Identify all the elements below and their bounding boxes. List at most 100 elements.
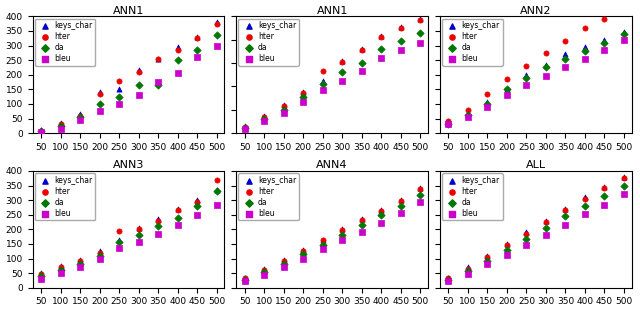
Point [463, 115, 473, 119]
Point [75, 265, 85, 270]
Point [56, 263, 66, 268]
Point [36, 274, 46, 279]
Point [444, 277, 454, 282]
Point [483, 258, 493, 263]
Point [522, 236, 532, 241]
Point [259, 266, 269, 271]
Point [298, 252, 308, 257]
Legend: keys_char, hter, da, bleu: keys_char, hter, da, bleu [35, 173, 95, 220]
Point [541, 225, 551, 230]
Point [134, 227, 144, 232]
Point [483, 100, 493, 105]
Point [619, 30, 629, 35]
Point [317, 247, 328, 252]
Title: ANN4: ANN4 [316, 160, 348, 170]
Title: ANN1: ANN1 [113, 6, 144, 16]
Point [212, 177, 222, 182]
Point [580, 212, 590, 217]
Point [502, 252, 512, 257]
Point [317, 237, 328, 242]
Point [541, 218, 551, 223]
Point [317, 69, 328, 74]
Point [580, 49, 590, 54]
Point [134, 225, 144, 230]
Point [278, 104, 289, 109]
Point [75, 259, 85, 264]
Point [415, 193, 426, 197]
Point [95, 256, 105, 261]
Point [173, 71, 183, 76]
Point [396, 198, 406, 203]
Point [75, 262, 85, 267]
Point [415, 200, 426, 205]
Point [483, 262, 493, 267]
Point [463, 113, 473, 118]
Point [239, 125, 250, 130]
Point [298, 95, 308, 100]
Point [356, 222, 367, 227]
Point [337, 70, 348, 75]
Point [95, 253, 105, 258]
Point [36, 128, 46, 133]
Point [192, 197, 202, 202]
Point [192, 47, 202, 52]
Point [376, 220, 387, 225]
Point [560, 56, 570, 61]
Point [396, 203, 406, 208]
Point [114, 94, 124, 99]
Point [36, 129, 46, 134]
Point [298, 247, 308, 252]
Point [376, 34, 387, 39]
Point [415, 186, 426, 191]
Point [36, 271, 46, 275]
Point [580, 45, 590, 50]
Point [580, 26, 590, 31]
Point [114, 228, 124, 233]
Point [153, 218, 163, 223]
Point [599, 202, 609, 207]
Point [356, 217, 367, 222]
Point [463, 266, 473, 271]
Point [95, 101, 105, 106]
Point [134, 93, 144, 98]
Point [298, 248, 308, 253]
Point [278, 258, 289, 263]
Point [278, 107, 289, 112]
Point [153, 224, 163, 229]
Point [134, 240, 144, 245]
Point [36, 271, 46, 276]
Point [337, 232, 348, 237]
Point [599, 37, 609, 42]
Legend: keys_char, hter, da, bleu: keys_char, hter, da, bleu [239, 173, 299, 220]
Point [502, 247, 512, 252]
Point [444, 121, 454, 126]
Point [541, 65, 551, 70]
Point [192, 199, 202, 204]
Point [560, 208, 570, 213]
Point [173, 45, 183, 50]
Point [114, 87, 124, 92]
Point [415, 187, 426, 192]
Point [522, 63, 532, 68]
Point [463, 107, 473, 112]
Point [56, 268, 66, 273]
Point [560, 39, 570, 44]
Point [502, 241, 512, 246]
Point [239, 279, 250, 284]
Point [56, 271, 66, 275]
Point [95, 91, 105, 96]
Point [356, 229, 367, 234]
Point [95, 90, 105, 95]
Point [153, 231, 163, 236]
Legend: keys_char, hter, da, bleu: keys_char, hter, da, bleu [239, 19, 299, 66]
Point [580, 203, 590, 208]
Point [212, 43, 222, 48]
Point [376, 46, 387, 51]
Point [337, 58, 348, 63]
Point [541, 74, 551, 79]
Point [522, 75, 532, 80]
Point [619, 37, 629, 42]
Point [259, 113, 269, 118]
Point [619, 176, 629, 181]
Point [619, 183, 629, 188]
